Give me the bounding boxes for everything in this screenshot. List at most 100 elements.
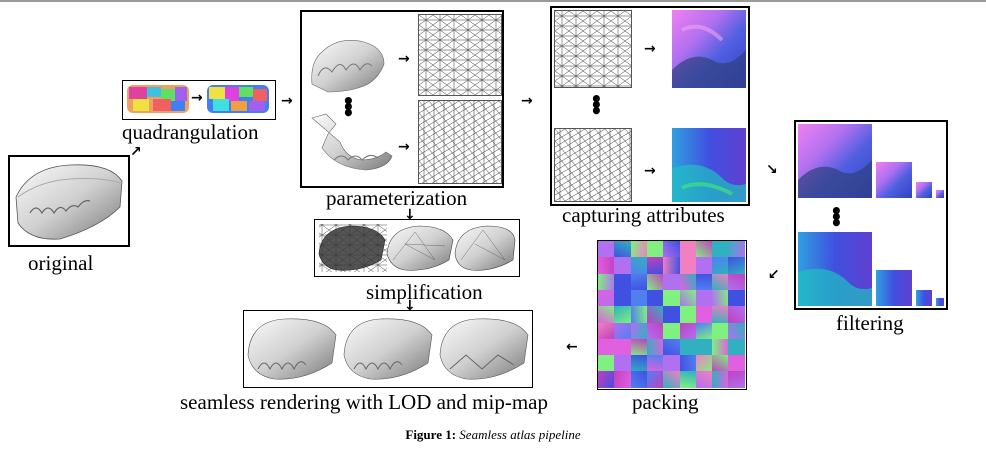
atlas-tile	[728, 322, 746, 340]
arrow-diagonal-up-icon: ↗	[130, 144, 142, 160]
label-quadrangulation: quadrangulation	[122, 120, 259, 144]
packing-atlas	[598, 241, 746, 389]
label-simplification: simplification	[366, 280, 483, 304]
atlas-tile	[598, 241, 615, 258]
atlas-tile	[646, 257, 664, 275]
label-packing: packing	[632, 390, 699, 414]
atlas-tile	[646, 338, 664, 356]
atlas-tile	[695, 338, 713, 356]
atlas-tile	[598, 371, 615, 389]
atlas-tile	[614, 289, 632, 307]
atlas-tile	[630, 289, 648, 307]
atlas-tile	[695, 273, 713, 291]
atlas-tile	[663, 338, 680, 356]
label-filtering: filtering	[836, 311, 904, 335]
atlas-tile	[679, 371, 697, 389]
atlas-tile	[630, 273, 648, 291]
atlas-tile	[728, 338, 746, 356]
atlas-tile	[679, 322, 697, 340]
caption-text: Seamless atlas pipeline	[459, 427, 581, 442]
seamless-rendering-box	[243, 310, 533, 388]
atlas-tile	[712, 257, 729, 275]
arrow-right-icon: →	[281, 93, 293, 109]
atlas-tile	[614, 241, 632, 258]
atlas-tile	[598, 273, 615, 291]
capturing-attributes-box: → • • • →	[550, 6, 750, 206]
atlas-tile	[630, 241, 648, 258]
atlas-tile	[630, 371, 648, 389]
vertical-ellipsis-icon: • • •	[590, 87, 603, 123]
simplified-models	[318, 224, 516, 272]
parameterization-box: → • • • →	[300, 10, 504, 188]
param-mesh-top	[418, 14, 502, 96]
atlas-tile	[712, 289, 729, 307]
atlas-tile	[695, 322, 713, 340]
atlas-tile	[630, 338, 648, 356]
atlas-tile	[679, 257, 697, 275]
atlas-tile	[646, 322, 664, 340]
label-seamless-rendering: seamless rendering with LOD and mip-map	[180, 390, 548, 414]
atlas-tile	[663, 241, 680, 258]
param-mesh-bottom	[418, 100, 502, 184]
atlas-tile	[712, 306, 729, 323]
atlas-tile	[630, 257, 648, 275]
capture-mesh-top	[554, 10, 632, 88]
atlas-tile	[695, 355, 713, 372]
tooth-model-original	[15, 164, 123, 240]
atlas-tile	[663, 355, 680, 372]
atlas-tile	[614, 273, 632, 291]
mipmap-bottom	[798, 232, 944, 306]
atlas-tile	[712, 355, 729, 372]
atlas-tile	[598, 322, 615, 340]
capture-mesh-bottom	[554, 128, 632, 202]
atlas-tile	[663, 273, 680, 291]
atlas-tile	[728, 241, 746, 258]
arrow-down-icon: ↓	[404, 207, 416, 223]
atlas-tile	[712, 371, 729, 389]
simplification-box	[314, 219, 520, 277]
atlas-tile	[646, 306, 664, 323]
atlas-tile	[646, 273, 664, 291]
label-capturing-attributes: capturing attributes	[562, 203, 725, 227]
arrow-down-icon: ↓	[404, 298, 416, 314]
atlas-tile	[663, 371, 680, 389]
atlas-tile	[614, 371, 632, 389]
tooth-part-top	[311, 40, 385, 93]
atlas-tile	[630, 306, 648, 323]
atlas-tile	[712, 338, 729, 356]
atlas-tile	[679, 355, 697, 372]
atlas-tile	[646, 371, 664, 389]
arrow-right-icon: →	[191, 90, 203, 106]
atlas-tile	[728, 273, 746, 291]
label-original: original	[28, 251, 94, 275]
atlas-tile	[695, 257, 713, 275]
atlas-tile	[728, 257, 746, 275]
atlas-tile	[728, 355, 746, 372]
atlas-tile	[646, 355, 664, 372]
arrow-right-icon: →	[644, 163, 656, 179]
atlas-tile	[614, 338, 632, 356]
atlas-tile	[712, 322, 729, 340]
texture-top	[672, 10, 746, 88]
atlas-tile	[614, 306, 632, 323]
original-model-box	[8, 155, 130, 247]
atlas-tile	[663, 257, 680, 275]
atlas-tile	[695, 241, 713, 258]
rendered-models	[247, 318, 529, 380]
atlas-tile	[679, 306, 697, 323]
arrow-diagonal-down-icon: ↘	[766, 162, 778, 178]
label-parameterization: parameterization	[326, 186, 468, 210]
atlas-tile	[695, 371, 713, 389]
vertical-ellipsis-icon: • • •	[830, 199, 843, 235]
atlas-tile	[712, 241, 729, 258]
atlas-tile	[598, 257, 615, 275]
atlas-tile	[663, 322, 680, 340]
atlas-tile	[598, 289, 615, 307]
atlas-tile	[712, 273, 729, 291]
atlas-tile	[695, 306, 713, 323]
atlas-tile	[614, 257, 632, 275]
arrow-diagonal-down-icon: ↘	[768, 267, 780, 283]
filtering-box: • • •	[794, 120, 948, 310]
atlas-tile	[598, 306, 615, 323]
atlas-tile	[679, 273, 697, 291]
